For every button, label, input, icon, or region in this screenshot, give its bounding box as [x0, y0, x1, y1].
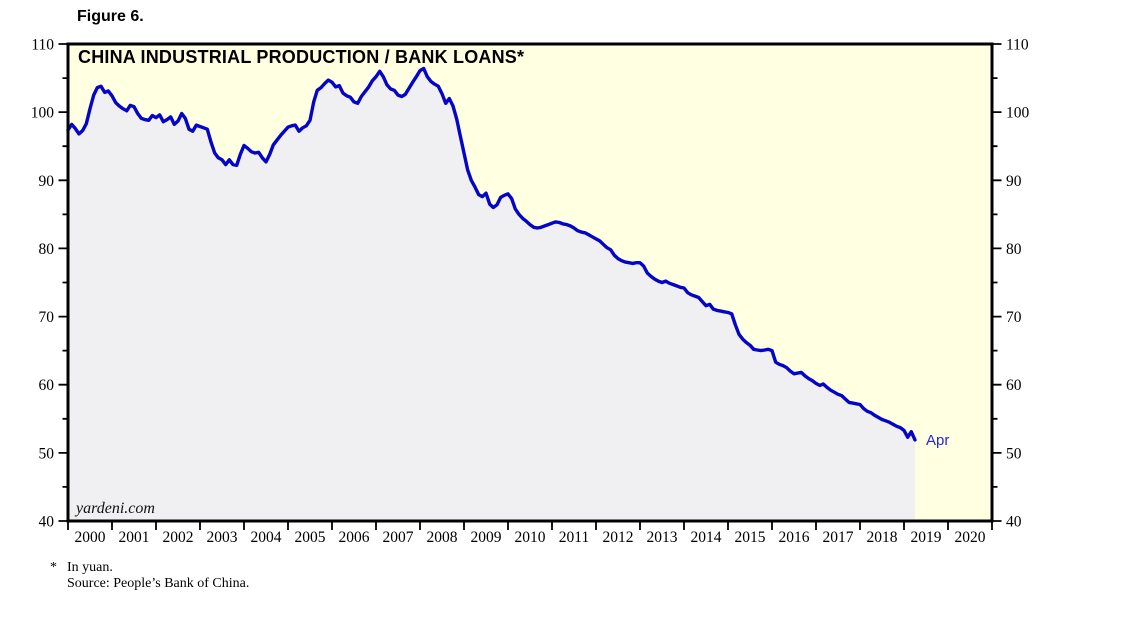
x-axis-label: 2002	[163, 529, 194, 546]
footnote-marker: *	[50, 560, 57, 575]
watermark: yardeni.com	[76, 500, 155, 517]
figure-label: Figure 6.	[77, 8, 144, 25]
chart-title: CHINA INDUSTRIAL PRODUCTION / BANK LOANS…	[78, 47, 525, 67]
x-axis-label: 2006	[339, 529, 370, 546]
x-axis-label: 2003	[207, 529, 238, 546]
y-axis-label-left: 80	[39, 241, 55, 258]
x-axis-label: 2013	[647, 529, 678, 546]
x-axis-label: 2020	[955, 529, 986, 546]
x-axis-label: 2001	[119, 529, 150, 546]
y-axis-label-left: 90	[39, 173, 55, 190]
y-axis-label-right: 100	[1006, 105, 1030, 122]
y-axis-label-left: 110	[31, 37, 54, 54]
x-axis-label: 2004	[251, 529, 282, 546]
series-end-label: Apr	[926, 431, 950, 449]
x-axis-label: 2007	[383, 529, 414, 546]
axis-ticks	[58, 43, 1002, 530]
plot-border	[66, 42, 994, 523]
x-axis-label: 2011	[559, 529, 589, 546]
x-axis-label: 2019	[911, 529, 942, 546]
x-axis-label: 2014	[691, 529, 722, 546]
x-axis-label: 2005	[295, 529, 326, 546]
y-axis-label-left: 70	[39, 309, 55, 326]
y-axis-label-right: 60	[1006, 377, 1022, 394]
x-axis-label: 2008	[427, 529, 458, 546]
footnote: * In yuan. Source: People’s Bank of Chin…	[50, 560, 249, 592]
area-fill	[68, 68, 915, 521]
x-axis-label: 2018	[867, 529, 898, 546]
footnote-line1: In yuan.	[67, 560, 113, 575]
y-axis-label-left: 100	[31, 105, 55, 122]
x-axis-label: 2017	[823, 529, 854, 546]
y-axis-label-right: 90	[1006, 173, 1022, 190]
y-axis-label-left: 60	[39, 377, 55, 394]
y-axis-label-right: 40	[1006, 514, 1022, 531]
x-axis-label: 2016	[779, 529, 810, 546]
footnote-line2: Source: People’s Bank of China.	[67, 576, 250, 591]
x-axis-label: 2012	[603, 529, 634, 546]
x-axis-label: 2000	[75, 529, 106, 546]
data-line	[66, 66, 917, 442]
y-axis-label-right: 50	[1006, 445, 1022, 462]
x-axis-label: 2010	[515, 529, 546, 546]
y-axis-label-right: 110	[1006, 37, 1029, 54]
y-axis-label-left: 40	[39, 514, 55, 531]
footnote-text: In yuan. Source: People’s Bank of China.	[67, 560, 249, 592]
x-axis-label: 2009	[471, 529, 502, 546]
y-axis-label-right: 70	[1006, 309, 1022, 326]
x-axis-label: 2015	[735, 529, 766, 546]
y-axis-label-left: 50	[39, 445, 55, 462]
y-axis-label-right: 80	[1006, 241, 1022, 258]
